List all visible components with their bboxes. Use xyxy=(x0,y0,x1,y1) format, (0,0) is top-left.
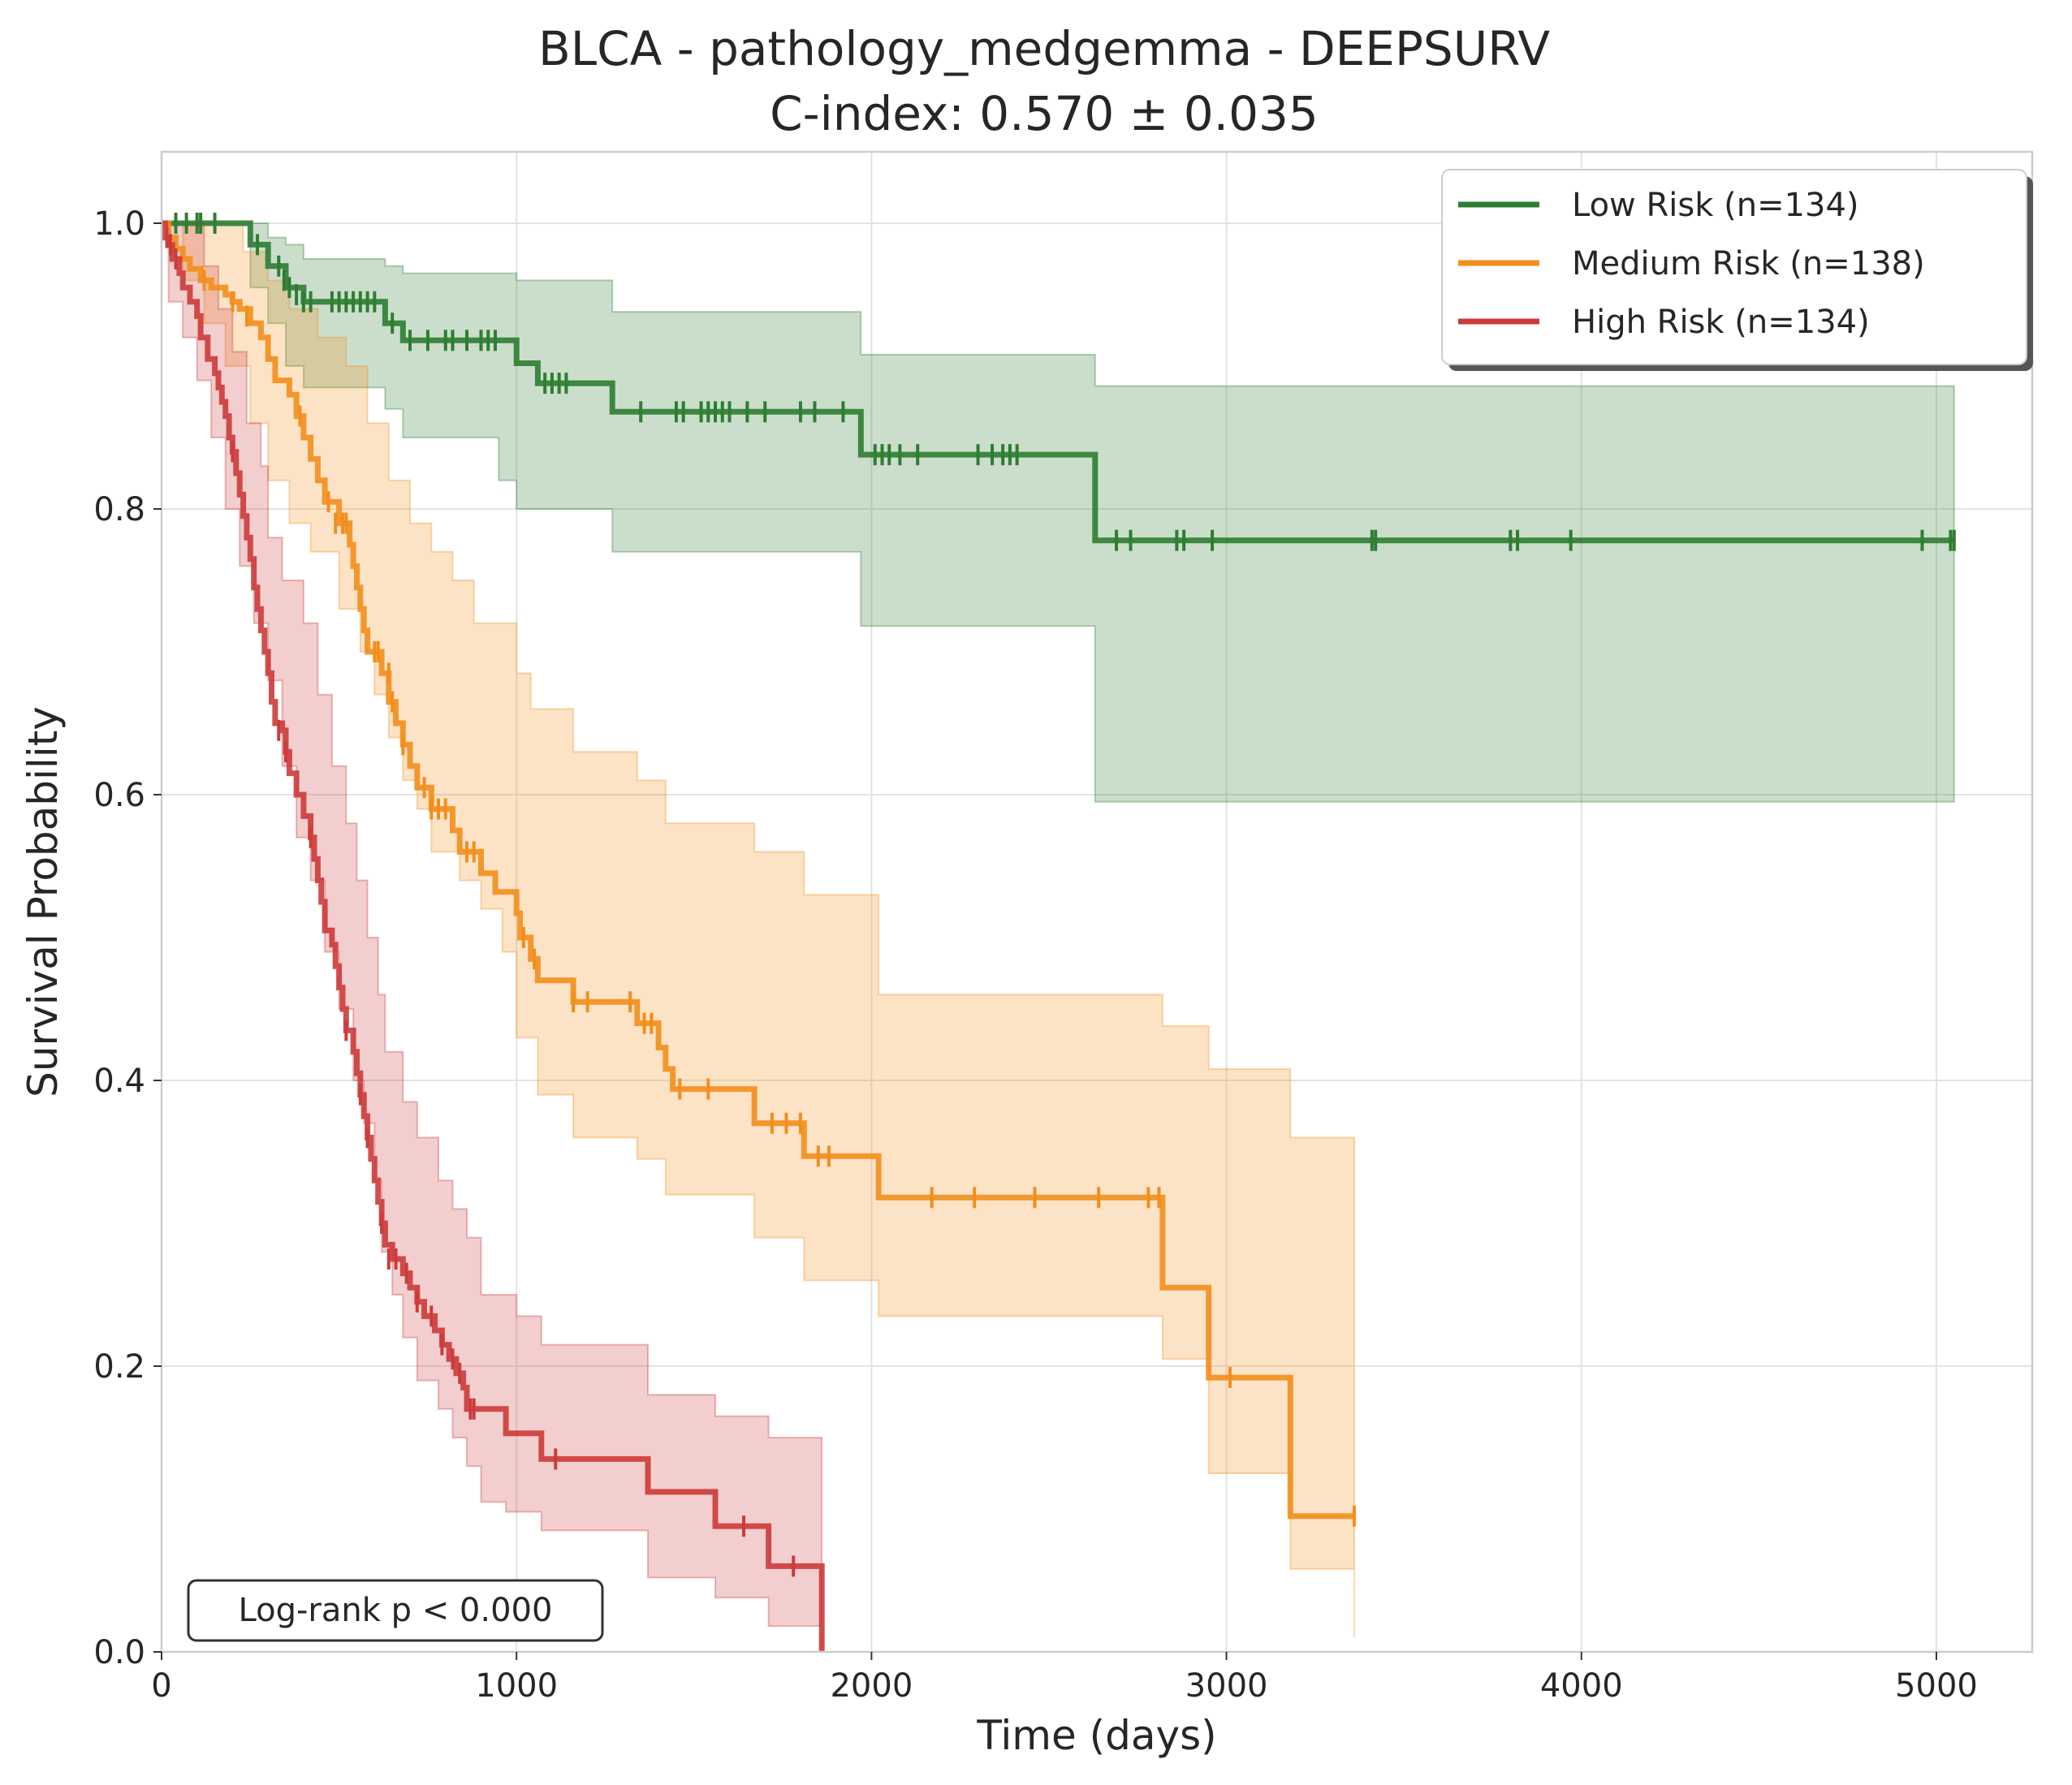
y-tick-label: 0.6 xyxy=(93,777,145,814)
y-tick-label: 0.4 xyxy=(93,1063,145,1100)
low-risk-ci-band xyxy=(162,222,1955,803)
low-risk-curve xyxy=(162,220,1954,544)
x-tick-label: 1000 xyxy=(475,1667,558,1705)
legend-entries: Low Risk (n=134) Medium Risk (n=138) High … xyxy=(1458,187,1925,341)
x-tick-label: 3000 xyxy=(1185,1667,1268,1705)
censor-markers xyxy=(165,213,1956,1577)
annotation-box xyxy=(187,1579,604,1642)
x-axis-label: Time (days) xyxy=(976,1712,1216,1759)
logrank-annotation: Log-rank p < 0.000 xyxy=(187,1579,604,1642)
high-risk-curve xyxy=(162,220,825,1652)
x-tick-label: 0 xyxy=(151,1667,171,1705)
medium-risk-legend-label: Medium Risk (n=138) xyxy=(1572,245,1925,282)
legend-box xyxy=(1441,169,2027,365)
x-tick-label: 4000 xyxy=(1540,1667,1623,1705)
y-axis-label: Survival Probability xyxy=(19,706,67,1097)
high-risk-legend-label: High Risk (n=134) xyxy=(1572,304,1870,341)
y-tick-label: 0.2 xyxy=(93,1348,145,1386)
chart-title-line1: BLCA - pathology_medgemma - DEEPSURV xyxy=(538,21,1550,76)
chart-title-line2: C-index: 0.570 ± 0.035 xyxy=(770,86,1319,141)
y-tick-label: 1.0 xyxy=(93,205,145,243)
y-tick-label: 0.0 xyxy=(93,1634,145,1671)
x-tick-label: 2000 xyxy=(830,1667,913,1705)
y-tick-label: 0.8 xyxy=(93,491,145,528)
x-axis-ticks: 0 1000 2000 3000 4000 5000 xyxy=(151,1652,1978,1705)
x-tick-label: 5000 xyxy=(1895,1667,1978,1705)
low-risk-legend-label: Low Risk (n=134) xyxy=(1572,187,1859,224)
plot-frame xyxy=(160,150,2034,1653)
confidence-bands xyxy=(162,222,1955,1652)
logrank-text: Log-rank p < 0.000 xyxy=(239,1592,553,1629)
y-axis-ticks: 0.0 0.2 0.4 0.6 0.8 1.0 xyxy=(93,205,162,1671)
legend: Low Risk (n=134) Medium Risk (n=138) High … xyxy=(1441,169,2033,371)
